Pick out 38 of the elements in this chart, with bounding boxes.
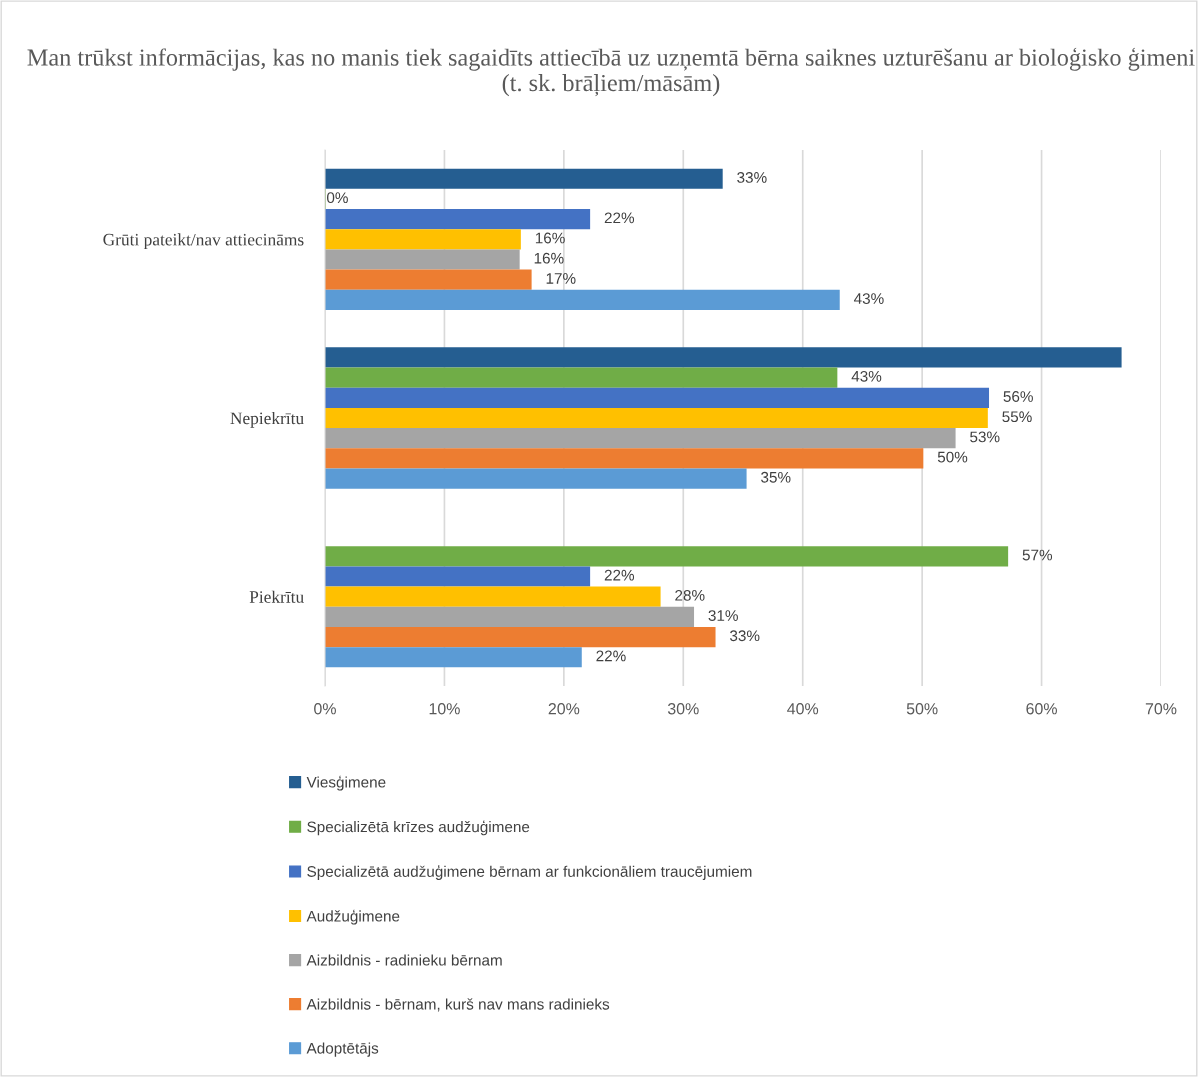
x-tick-label: 70% (1145, 703, 1177, 715)
legend-label: Viesģimene (306, 775, 386, 791)
legend-label: Audžuģimene (306, 909, 400, 925)
data-label: 22% (596, 650, 626, 662)
data-label: 43% (853, 293, 884, 304)
data-label: 35% (761, 471, 791, 483)
data-label: 16% (534, 252, 564, 264)
data-label: 22% (604, 212, 635, 224)
data-label: 33% (737, 172, 767, 183)
legend-label: Aizbildnis - radinieku bērnam (306, 954, 502, 966)
data-label: 50% (937, 451, 968, 463)
data-label: 53% (970, 431, 1000, 443)
x-tick-label: 0% (314, 703, 336, 715)
x-tick-label: 50% (906, 703, 938, 715)
x-tick-label: 10% (429, 703, 460, 715)
legend-label: Specializētā audžuģimene bērnam ar funkcionāliem traucējumiem (307, 865, 752, 880)
data-label: 55% (1002, 411, 1032, 423)
x-tick-label: 40% (787, 703, 819, 715)
y-tick-label: Piekrītu (249, 590, 304, 603)
legend-label: Specializētā krīzes audžuģimene (307, 820, 530, 836)
x-tick-label: 60% (1026, 703, 1057, 715)
legend-label: Adoptētājs (306, 1042, 379, 1057)
y-tick-label: Grūti pateikt/nav attiecināms (103, 233, 304, 250)
data-label: 22% (604, 569, 635, 581)
y-tick-label: Nepiekrītu (230, 411, 304, 428)
data-label: 17% (546, 273, 576, 284)
data-label: 28% (675, 589, 705, 601)
data-label: 56% (1003, 391, 1033, 402)
data-label: 0% (326, 192, 348, 204)
data-label: 43% (851, 370, 882, 382)
data-label: 16% (535, 232, 565, 244)
chart-title: Man trūkst informācijas, kas no manis tiek sagaidīts attiecībā uz uzņemtā bērna saiknes uzturēšanu ar bioloģisko ģimeni (t. sk. brāļiem/māsām) (27, 47, 1195, 97)
x-tick-label: 30% (667, 703, 699, 715)
legend-label: Aizbildnis - bērnam, kurš nav mans radinieks (306, 998, 610, 1012)
data-label: 57% (1022, 549, 1053, 561)
data-label: 31% (708, 610, 738, 621)
x-tick-label: 20% (548, 703, 580, 715)
data-label: 33% (730, 630, 760, 642)
